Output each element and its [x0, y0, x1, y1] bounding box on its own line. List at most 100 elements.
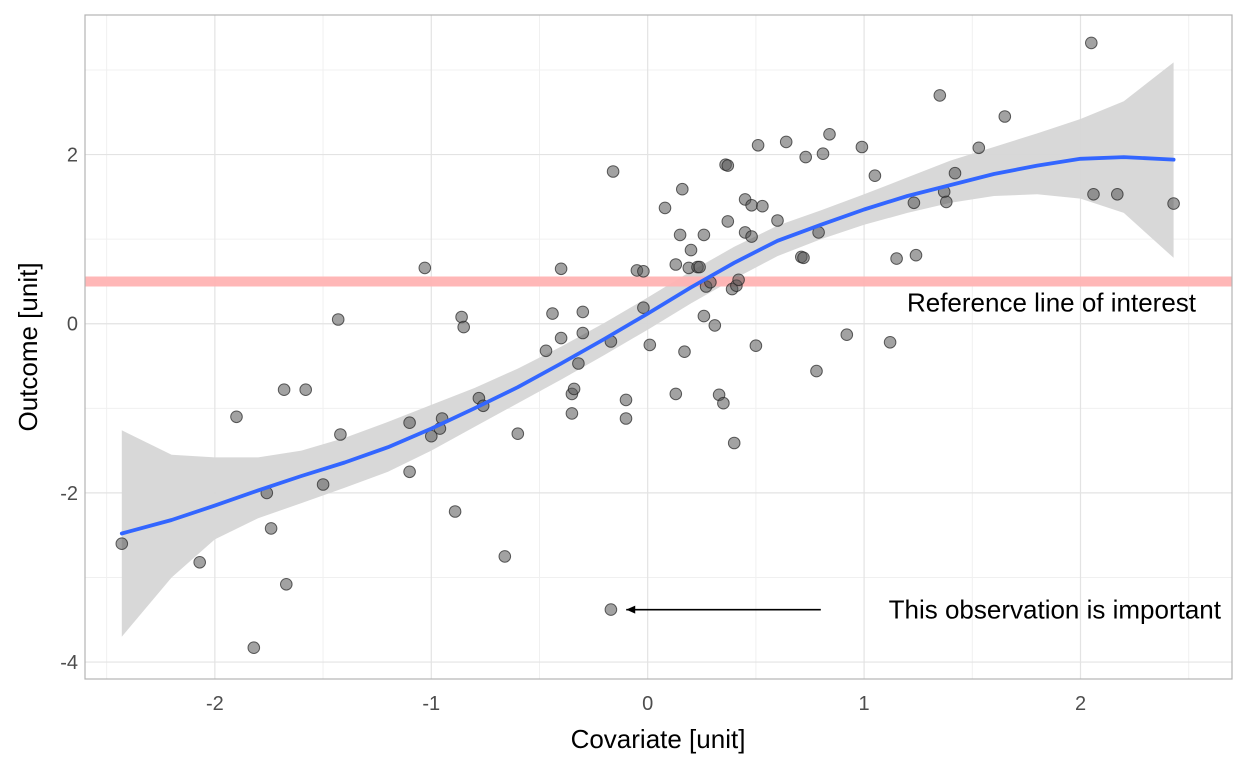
data-point [717, 396, 730, 410]
data-point [855, 140, 869, 154]
data-point [708, 319, 722, 332]
data-point [334, 428, 347, 441]
annotation-text: This observation is important [889, 595, 1222, 625]
x-tick-label: -1 [422, 693, 440, 715]
data-point [637, 301, 650, 315]
data-point [565, 407, 579, 420]
data-point [455, 310, 468, 324]
data-point [554, 331, 568, 345]
x-tick-label: 2 [1075, 693, 1086, 715]
data-point [669, 258, 683, 271]
data-point [299, 383, 313, 397]
data-point [745, 230, 758, 243]
data-point [316, 478, 330, 491]
y-tick-labels: -4 -2 0 2 [60, 145, 78, 675]
panel-border [84, 14, 1233, 680]
data-point [749, 339, 763, 353]
data-point [933, 89, 947, 102]
data-point [554, 262, 568, 276]
data-point [684, 243, 698, 257]
data-point [972, 141, 986, 155]
data-point [247, 641, 261, 655]
data-point [697, 228, 711, 242]
data-point [1085, 36, 1098, 50]
annotation-arrow-head [626, 605, 636, 614]
data-point [948, 166, 962, 180]
data-point [909, 248, 923, 262]
data-point [883, 336, 897, 349]
data-point [280, 578, 293, 591]
data-point [721, 159, 735, 172]
data-point [676, 182, 689, 196]
data-point [264, 522, 278, 535]
data-point [998, 110, 1012, 123]
data-point [572, 357, 585, 370]
data-point [1167, 197, 1180, 210]
data-point [643, 338, 657, 352]
y-tick-label: -4 [60, 652, 78, 674]
data-point [403, 465, 416, 479]
data-point [940, 195, 953, 209]
data-point [779, 135, 793, 149]
x-axis-title: Covariate [unit] [571, 724, 746, 754]
data-point [637, 265, 650, 278]
data-point [721, 215, 735, 228]
smooth-line-layer [119, 155, 1176, 536]
data-point [511, 427, 525, 441]
x-tick-label: 0 [642, 693, 653, 715]
data-point [539, 344, 553, 358]
data-point [868, 169, 882, 182]
data-point [277, 383, 291, 397]
data-point [771, 214, 784, 227]
data-point [567, 382, 581, 396]
data-point [745, 199, 758, 212]
data-point [457, 320, 471, 334]
data-point [418, 261, 432, 275]
y-axis-title: Outcome [unit] [13, 262, 43, 431]
data-point [1111, 188, 1124, 201]
data-point [669, 387, 683, 401]
data-point [799, 150, 813, 164]
data-point [797, 251, 810, 265]
data-point [619, 393, 633, 407]
y-tick-label: 2 [67, 145, 78, 167]
data-point [230, 410, 243, 424]
data-point [693, 260, 706, 274]
data-point [576, 326, 590, 340]
data-point [606, 165, 620, 178]
points-layer [115, 36, 1180, 655]
data-point [331, 313, 345, 326]
gridlines [85, 15, 1232, 679]
data-point [697, 309, 711, 323]
data-point [816, 147, 830, 160]
y-tick-label: -2 [60, 483, 78, 505]
smooth-fit-line [119, 155, 1176, 536]
data-point [658, 201, 672, 215]
data-point [756, 199, 769, 213]
y-tick-label: 0 [67, 314, 78, 336]
data-point [619, 412, 633, 425]
data-point [604, 603, 618, 616]
annotation-arrow [626, 605, 821, 614]
data-point [193, 556, 206, 569]
data-point [576, 305, 590, 319]
data-point [403, 416, 416, 430]
data-point [907, 196, 921, 210]
data-point [732, 273, 745, 287]
data-point [448, 505, 462, 518]
data-point [810, 364, 823, 378]
x-tick-label: -2 [206, 693, 224, 715]
data-point [890, 252, 903, 265]
reference-line-label: Reference line of interest [907, 287, 1197, 317]
data-point [823, 128, 836, 141]
data-point [1087, 188, 1100, 201]
x-tick-labels: -2 -1 0 1 2 [206, 693, 1086, 715]
data-point [840, 328, 854, 342]
x-tick-label: 1 [859, 693, 870, 715]
data-point [678, 345, 691, 359]
data-point [498, 550, 512, 563]
data-point [546, 307, 559, 320]
data-point [727, 436, 741, 450]
data-point [673, 228, 687, 242]
